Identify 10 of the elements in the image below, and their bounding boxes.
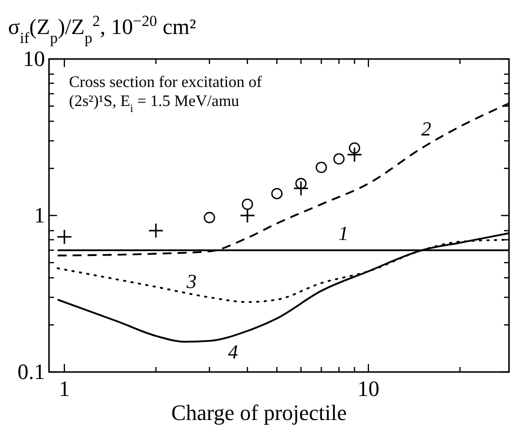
y-tick-label: 10: [23, 46, 45, 71]
series-label: 3: [186, 270, 197, 293]
series-label: 4: [228, 342, 238, 364]
annotation: Cross section for excitation of (2s²)¹S, E$_{i}$ = 1.5 MeV/amu: [69, 74, 263, 115]
x-axis-title: Charge of projectile: [171, 400, 347, 425]
y-tick-label: 1: [34, 202, 45, 228]
series-label: 1: [338, 223, 348, 246]
text: σ$_{if}$(Z$_{p}$)/Z$_{p}$$^{2}$, 10$^{−20}$ cm²: [8, 12, 196, 46]
series-label: 2: [421, 118, 432, 141]
y-tick-label: 0.1: [18, 359, 45, 384]
